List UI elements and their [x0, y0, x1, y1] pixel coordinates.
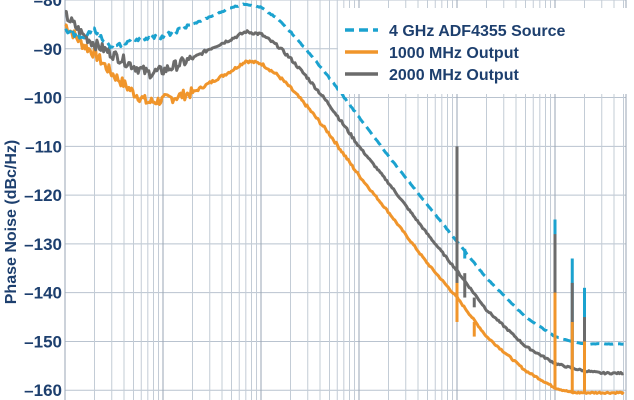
series-line-0: [64, 2, 624, 346]
y-axis-title: Phase Noise (dBc/Hz): [3, 140, 20, 304]
y-tick-label: –160: [24, 381, 62, 400]
y-tick-label: –130: [24, 235, 62, 254]
series-line-2: [64, 9, 624, 376]
legend: 4 GHz ADF4355 Source 1000 MHz Output 2000 …: [338, 8, 628, 94]
y-tick-label: –90: [34, 40, 62, 59]
y-tick-label: –100: [24, 89, 62, 108]
y-tick-label: –150: [24, 332, 62, 351]
y-tick-label: –110: [25, 137, 62, 156]
legend-label: 1000 MHz Output: [389, 45, 519, 62]
y-tick-label: –140: [24, 284, 62, 303]
series-layer: [64, 2, 625, 395]
legend-label: 4 GHz ADF4355 Source: [389, 23, 565, 40]
y-tick-labels: –80 –90 –100 –110 –120 –130 –140 –150 –160: [24, 0, 62, 400]
y-tick-label: –120: [24, 186, 62, 205]
legend-label: 2000 MHz Output: [389, 67, 519, 84]
series-line-1: [64, 23, 625, 395]
legend-box: [338, 8, 628, 94]
y-tick-label: –80: [34, 0, 62, 10]
